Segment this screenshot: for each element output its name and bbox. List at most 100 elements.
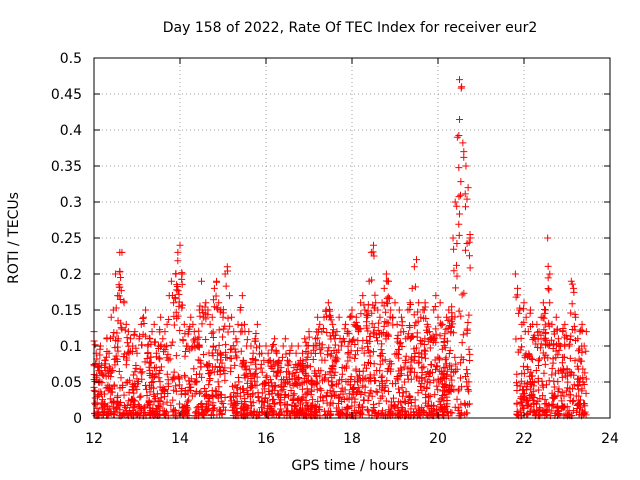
data-point bbox=[369, 248, 377, 256]
data-point bbox=[224, 328, 232, 336]
data-point bbox=[549, 355, 557, 363]
data-point bbox=[105, 369, 113, 377]
data-point bbox=[116, 296, 124, 304]
data-point bbox=[161, 393, 169, 401]
data-point bbox=[201, 309, 209, 317]
data-point bbox=[210, 368, 218, 376]
data-point bbox=[561, 333, 569, 341]
data-point bbox=[333, 408, 341, 416]
data-point bbox=[112, 355, 120, 363]
data-point bbox=[101, 400, 109, 408]
data-point bbox=[250, 371, 258, 379]
data-point bbox=[377, 374, 385, 382]
data-point bbox=[238, 399, 246, 407]
data-point bbox=[294, 361, 302, 369]
data-point bbox=[374, 326, 382, 334]
data-point bbox=[283, 407, 291, 415]
data-point bbox=[144, 401, 152, 409]
data-point bbox=[125, 388, 133, 396]
data-point bbox=[354, 373, 362, 381]
data-point bbox=[387, 403, 395, 411]
data-point bbox=[177, 387, 185, 395]
data-point bbox=[181, 352, 189, 360]
data-point bbox=[270, 407, 278, 415]
data-point bbox=[438, 345, 446, 353]
data-point bbox=[120, 353, 128, 361]
data-point bbox=[436, 299, 444, 307]
data-point bbox=[132, 362, 140, 370]
data-point bbox=[387, 360, 395, 368]
data-point bbox=[562, 331, 570, 339]
data-point bbox=[252, 329, 260, 337]
data-point bbox=[384, 293, 392, 301]
data-point bbox=[443, 407, 451, 415]
data-point bbox=[424, 323, 432, 331]
data-point bbox=[382, 332, 390, 340]
data-point bbox=[532, 411, 540, 419]
data-point bbox=[103, 334, 111, 342]
data-point bbox=[282, 350, 290, 358]
data-point bbox=[425, 372, 433, 380]
data-point bbox=[304, 349, 312, 357]
data-point bbox=[363, 318, 371, 326]
data-point bbox=[251, 377, 259, 385]
data-point bbox=[247, 383, 255, 391]
data-point bbox=[332, 353, 340, 361]
data-point bbox=[397, 328, 405, 336]
data-point bbox=[208, 391, 216, 399]
x-tick-label: 22 bbox=[515, 431, 533, 447]
data-point bbox=[431, 356, 439, 364]
data-point bbox=[457, 178, 465, 186]
data-point bbox=[526, 372, 534, 380]
x-tick-label: 16 bbox=[257, 431, 275, 447]
data-point bbox=[120, 391, 128, 399]
data-point bbox=[438, 394, 446, 402]
data-point bbox=[333, 355, 341, 363]
data-point bbox=[198, 320, 206, 328]
data-point bbox=[411, 283, 419, 291]
data-point bbox=[290, 372, 298, 380]
data-point bbox=[191, 344, 199, 352]
data-point bbox=[330, 371, 338, 379]
data-point bbox=[192, 378, 200, 386]
data-point bbox=[194, 403, 202, 411]
data-point bbox=[526, 309, 534, 317]
data-point bbox=[397, 313, 405, 321]
data-point bbox=[201, 392, 209, 400]
data-point bbox=[394, 331, 402, 339]
data-point bbox=[275, 359, 283, 367]
data-point bbox=[208, 313, 216, 321]
data-point bbox=[261, 394, 269, 402]
data-point bbox=[436, 367, 444, 375]
data-point bbox=[540, 407, 548, 415]
data-point bbox=[270, 368, 278, 376]
data-point bbox=[233, 338, 241, 346]
data-point bbox=[94, 410, 102, 418]
data-point bbox=[402, 359, 410, 367]
data-point bbox=[228, 313, 236, 321]
data-point bbox=[460, 153, 468, 161]
data-point bbox=[205, 360, 213, 368]
data-point bbox=[298, 379, 306, 387]
data-point bbox=[348, 312, 356, 320]
data-point bbox=[545, 322, 553, 330]
data-point bbox=[432, 330, 440, 338]
data-point bbox=[249, 391, 257, 399]
data-point bbox=[375, 319, 383, 327]
data-point bbox=[579, 374, 587, 382]
data-point bbox=[221, 406, 229, 414]
data-point bbox=[147, 359, 155, 367]
data-point bbox=[511, 270, 519, 278]
data-point bbox=[558, 373, 566, 381]
data-point bbox=[568, 300, 576, 308]
data-point bbox=[442, 354, 450, 362]
data-point bbox=[332, 391, 340, 399]
data-point bbox=[253, 320, 261, 328]
data-point bbox=[359, 403, 367, 411]
data-point bbox=[275, 409, 283, 417]
data-point bbox=[530, 387, 538, 395]
data-point bbox=[420, 341, 428, 349]
data-point bbox=[548, 364, 556, 372]
data-point bbox=[366, 359, 374, 367]
data-point bbox=[358, 344, 366, 352]
